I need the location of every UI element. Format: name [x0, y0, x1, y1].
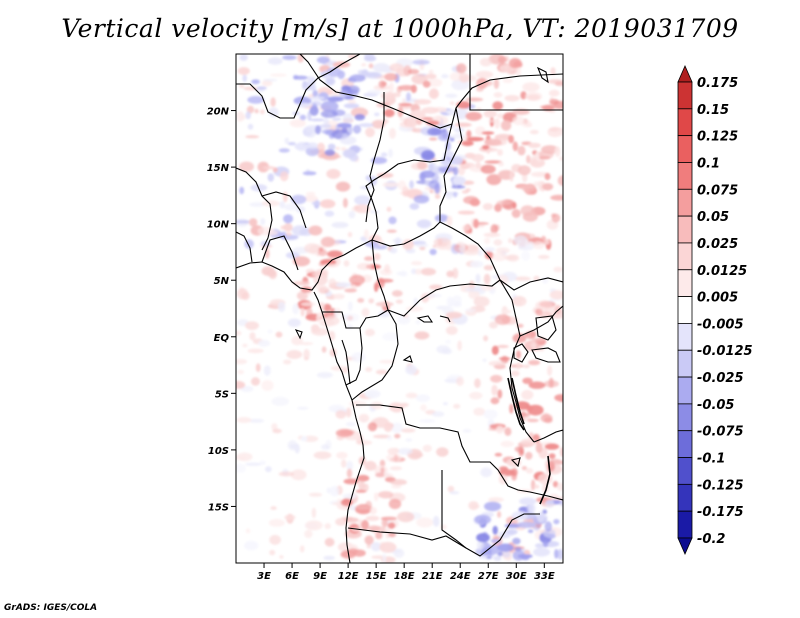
lat-tick-label: EQ: [214, 333, 230, 344]
colorbar-label: 0.15: [697, 103, 729, 118]
lat-tick-label: 5S: [215, 389, 229, 400]
lon-tick-label: 12E: [338, 571, 359, 582]
latitude-axis: 20N 15N 10N 5N EQ 5S 10S 15S: [207, 107, 236, 513]
colorbar-segment: [677, 215, 693, 244]
colorbar-segment: [677, 403, 693, 432]
lon-tick-label: 18E: [394, 571, 415, 582]
colorbar-label: -0.005: [697, 317, 744, 332]
country-boundaries: [236, 54, 563, 563]
colorbar-label: -0.075: [697, 425, 744, 440]
plot-title: Vertical velocity [m/s] at 1000hPa, VT: …: [61, 14, 739, 43]
colorbar-segment: [677, 483, 693, 512]
colorbar-segment: [677, 296, 693, 324]
colorbar-segment: [677, 65, 693, 83]
colorbar-label: 0.005: [697, 291, 738, 306]
colorbar-segment: [677, 162, 693, 190]
lon-tick-label: 24E: [450, 571, 471, 582]
colorbar-label: -0.05: [697, 398, 734, 413]
colorbar-segment: [677, 269, 693, 297]
velocity-field: [236, 54, 563, 563]
lat-tick-label: 15N: [207, 163, 230, 174]
colorbar-segment: [677, 242, 693, 271]
colorbar-label: -0.025: [697, 371, 744, 386]
colorbar-segment: [677, 135, 693, 163]
colorbar-label: 0.0125: [697, 264, 747, 279]
colorbar-label: -0.0125: [697, 344, 753, 359]
lon-tick-label: 6E: [285, 571, 299, 582]
map-frame: [235, 53, 564, 564]
colorbar-segment: [677, 108, 693, 137]
colorbar-label: 0.025: [697, 237, 738, 252]
colorbar-segment: [677, 376, 693, 405]
lon-tick-label: 33E: [534, 571, 555, 582]
lat-tick-label: 5N: [214, 276, 230, 287]
colorbar-segment: [677, 510, 693, 539]
lon-tick-label: 15E: [366, 571, 387, 582]
colorbar-segment: [677, 323, 693, 351]
lon-tick-label: 9E: [313, 571, 327, 582]
colorbar-segment: [677, 537, 693, 555]
lat-tick-label: 10N: [207, 220, 230, 231]
grads-credit: GrADS: IGES/COLA: [4, 603, 98, 613]
colorbar-segment: [677, 81, 693, 110]
colorbar: 0.175 0.15 0.125 0.1 0.075 0.05 0.025 0.0125 0.0…: [677, 65, 753, 555]
colorbar-label: -0.1: [697, 452, 725, 467]
colorbar-segment: [677, 457, 693, 485]
colorbar-label: 0.125: [697, 130, 738, 145]
colorbar-label: 0.05: [697, 210, 729, 225]
colorbar-label: 0.1: [697, 156, 720, 171]
colorbar-label: 0.175: [697, 76, 738, 91]
colorbar-label: -0.2: [697, 532, 725, 547]
colorbar-label: -0.125: [697, 478, 744, 493]
colorbar-segment: [677, 430, 693, 458]
lon-tick-label: 27E: [478, 571, 499, 582]
colorbar-label: -0.175: [697, 505, 744, 520]
lat-tick-label: 15S: [208, 502, 229, 513]
lon-tick-label: 21E: [422, 571, 443, 582]
colorbar-segment: [677, 349, 693, 378]
colorbar-segment: [677, 188, 693, 217]
lon-tick-label: 3E: [257, 571, 271, 582]
longitude-axis: 3E 6E 9E 12E 15E 18E 21E 24E 27E 30E 33E: [257, 563, 555, 582]
lon-tick-label: 30E: [506, 571, 527, 582]
lat-tick-label: 10S: [208, 446, 229, 457]
lat-tick-label: 20N: [207, 107, 230, 118]
colorbar-label: 0.075: [697, 183, 738, 198]
